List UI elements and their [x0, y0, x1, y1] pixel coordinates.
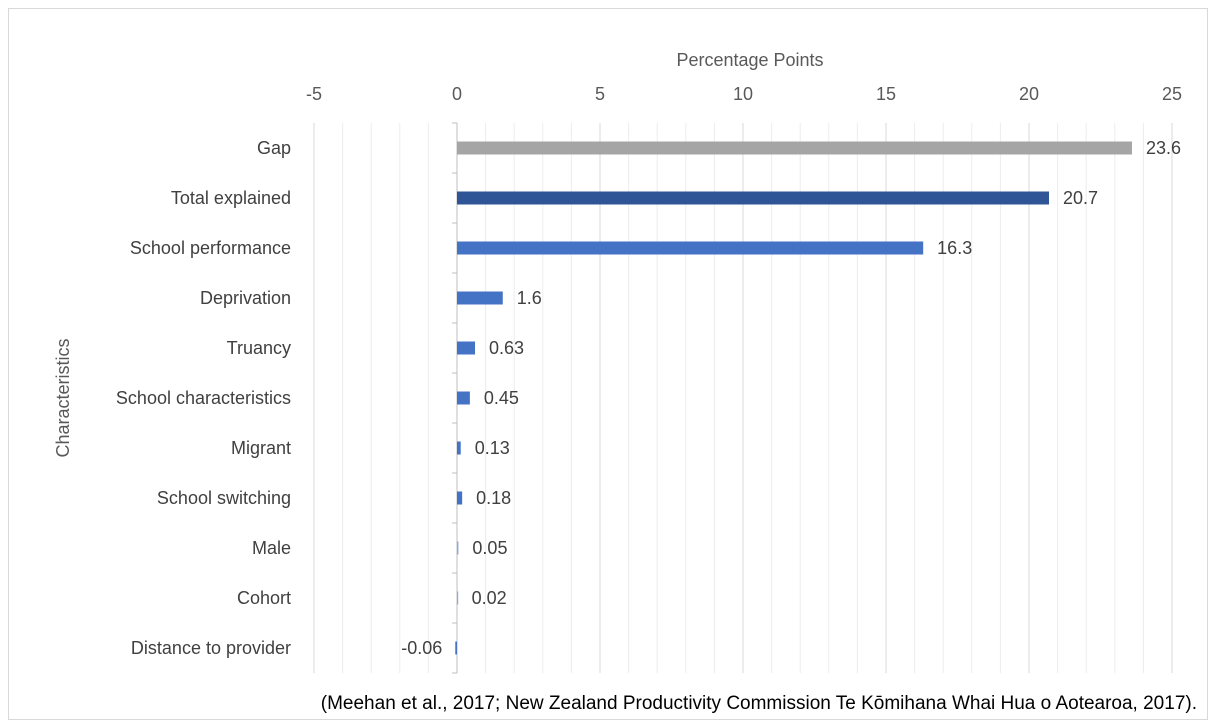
- bar: [457, 541, 459, 555]
- bar: [457, 241, 924, 255]
- source-note: (Meehan et al., 2017; New Zealand Produc…: [320, 693, 1197, 714]
- bar: [457, 341, 476, 355]
- bar-chart: -5 0 5 10 15 20 25 Gap 23.6 Total explained 20.7 S…: [53, 50, 1182, 674]
- bar: [457, 291, 503, 305]
- category-label: Truancy: [227, 338, 291, 358]
- data-label: 0.05: [472, 538, 507, 558]
- x-tick-label: -5: [306, 84, 322, 104]
- labels: Gap 23.6 Total explained 20.7 School perform…: [116, 138, 1181, 658]
- x-tick-label: 20: [1019, 84, 1039, 104]
- data-label: 23.6: [1146, 138, 1181, 158]
- category-label: Migrant: [231, 438, 291, 458]
- x-tick-label: 25: [1162, 84, 1182, 104]
- bars: [455, 141, 1132, 655]
- chart-frame: [8, 8, 1208, 720]
- category-label: Gap: [257, 138, 291, 158]
- bar: [457, 391, 470, 405]
- x-tick-label: 5: [595, 84, 605, 104]
- data-label: 0.45: [484, 388, 519, 408]
- x-tick-label: 10: [733, 84, 753, 104]
- data-label: 0.63: [489, 338, 524, 358]
- category-label: Cohort: [237, 588, 291, 608]
- bar: [457, 191, 1050, 205]
- data-label: 0.02: [472, 588, 507, 608]
- data-label: 1.6: [517, 288, 542, 308]
- bar: [457, 491, 463, 505]
- x-tick-label: 15: [876, 84, 896, 104]
- bar: [457, 141, 1132, 155]
- gridlines: [313, 122, 1173, 674]
- category-label: Distance to provider: [131, 638, 291, 658]
- x-tick-label: 0: [452, 84, 462, 104]
- category-label: Male: [252, 538, 291, 558]
- category-label: Deprivation: [200, 288, 291, 308]
- bar: [457, 591, 459, 605]
- category-label: Total explained: [171, 188, 291, 208]
- category-label: School switching: [157, 488, 291, 508]
- data-label: -0.06: [401, 638, 442, 658]
- data-label: 16.3: [937, 238, 972, 258]
- data-label: 0.13: [475, 438, 510, 458]
- data-label: 0.18: [476, 488, 511, 508]
- x-axis-title: Percentage Points: [676, 50, 823, 70]
- data-label: 20.7: [1063, 188, 1098, 208]
- bar: [457, 441, 461, 455]
- category-label: School performance: [130, 238, 291, 258]
- category-label: School characteristics: [116, 388, 291, 408]
- x-axis-ticks: -5 0 5 10 15 20 25: [306, 84, 1182, 104]
- bar: [455, 641, 457, 655]
- y-axis-title: Characteristics: [53, 338, 73, 457]
